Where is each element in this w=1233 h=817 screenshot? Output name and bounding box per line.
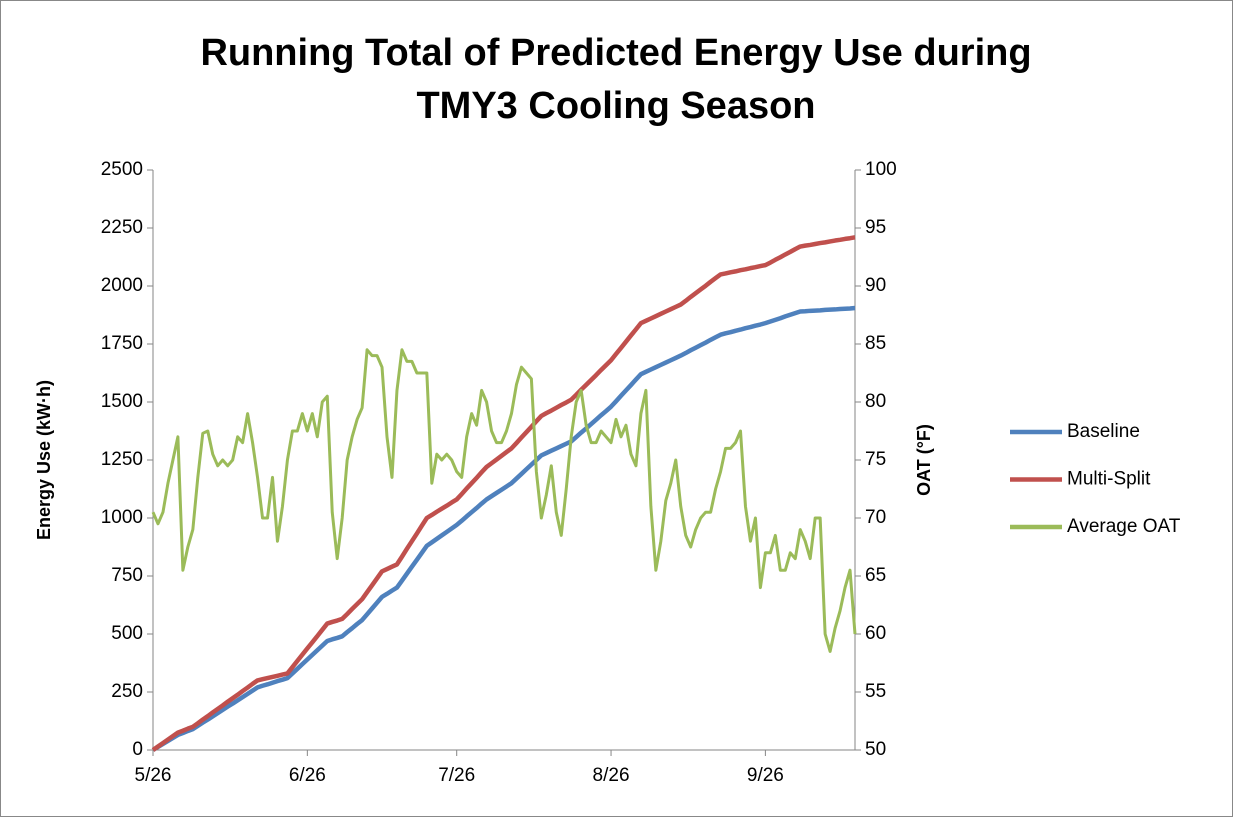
y-tick-label: 0 [132,739,143,760]
y2-tick-label: 80 [865,391,886,412]
y-tick-label: 750 [111,565,143,586]
y2-tick-label: 50 [865,739,886,760]
y2-axis-label: OAT (°F) [914,424,934,496]
y-tick-label: 250 [111,681,143,702]
y-tick-label: 1000 [101,507,143,528]
x-tick-label: 8/26 [593,765,630,786]
y2-tick-label: 70 [865,507,886,528]
y-tick-label: 2250 [101,217,143,238]
series-line [151,305,856,752]
y2-tick-label: 55 [865,681,886,702]
y-tick-label: 500 [111,623,143,644]
chart-title: TMY3 Cooling Season [416,85,815,127]
y-tick-label: 2000 [101,275,143,296]
y2-tick-label: 85 [865,333,886,354]
x-tick-label: 9/26 [747,765,784,786]
legend-label: Average OAT [1067,516,1181,537]
y-tick-label: 1750 [101,333,143,354]
y2-tick-label: 60 [865,623,886,644]
y-tick-label: 2500 [101,159,143,180]
y2-tick-label: 90 [865,275,886,296]
x-tick-label: 6/26 [289,765,326,786]
y2-tick-label: 75 [865,449,886,470]
series-line [151,235,856,752]
legend-label: Baseline [1067,421,1140,442]
chart-title: Running Total of Predicted Energy Use du… [200,32,1031,74]
y2-tick-label: 95 [865,217,886,238]
legend-label: Multi-Split [1067,469,1151,490]
y-tick-label: 1500 [101,391,143,412]
y-tick-label: 1250 [101,449,143,470]
y2-tick-label: 65 [865,565,886,586]
series-line [151,348,857,653]
y2-tick-label: 100 [865,159,897,180]
x-tick-label: 5/26 [135,765,172,786]
x-tick-label: 7/26 [438,765,475,786]
y-axis-label: Energy Use (kW·h) [34,380,54,540]
